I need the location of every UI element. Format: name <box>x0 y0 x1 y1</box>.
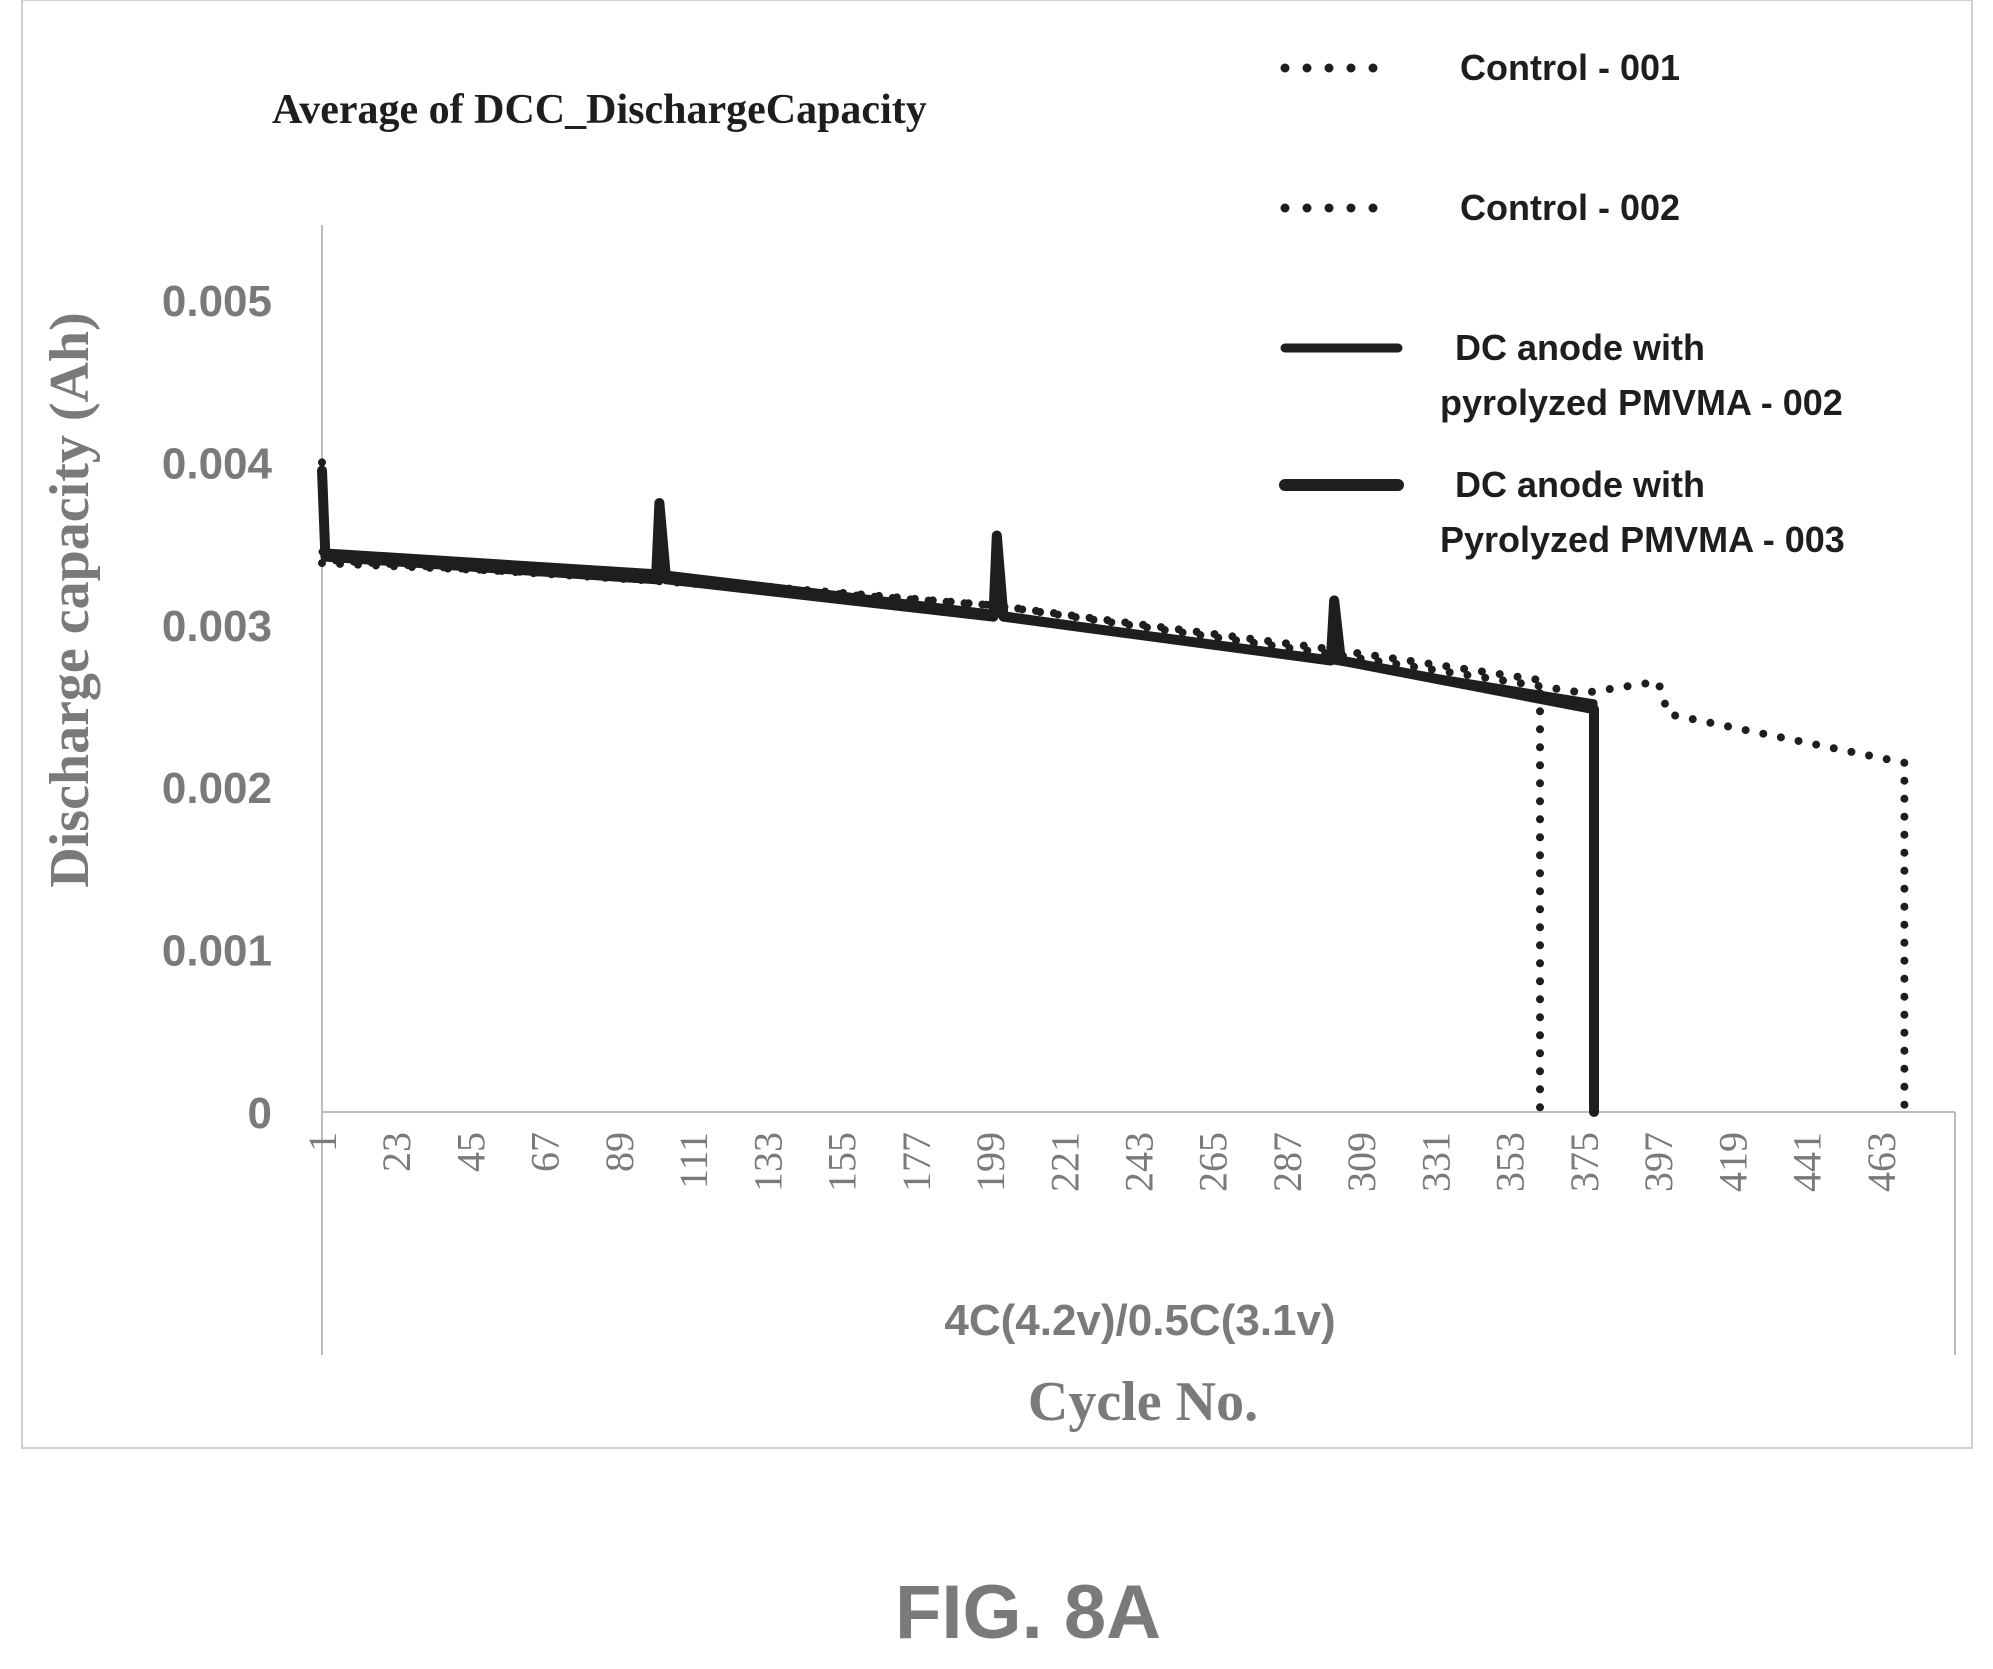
x-tick-label: 89 <box>597 1132 642 1172</box>
x-tick-label: 265 <box>1191 1132 1236 1192</box>
chart-frame <box>21 0 1973 1449</box>
y-axis-ticks: 0 0.001 0.002 0.003 0.004 0.005 <box>162 277 273 1138</box>
x-tick-label: 111 <box>671 1132 716 1189</box>
x-tick-label: 353 <box>1488 1132 1533 1192</box>
series-line-2 <box>318 559 1909 1116</box>
series-layer <box>317 458 1909 1117</box>
x-tick-label: 463 <box>1859 1132 1904 1192</box>
legend: Control - 001 Control - 002 DC anode wit… <box>1279 47 1845 560</box>
y-tick-label: 0 <box>248 1089 272 1138</box>
x-tick-label: 419 <box>1710 1132 1755 1192</box>
legend-label-control-001: Control - 001 <box>1460 47 1680 88</box>
legend-label-pmvma-003: DC anode with Pyrolyzed PMVMA - 003 <box>1440 464 1845 560</box>
x-tick-label: 177 <box>894 1132 939 1192</box>
chart-title: Average of DCC_DischargeCapacity <box>272 87 927 133</box>
series-line-3 <box>318 548 1598 1116</box>
series-line-4 <box>317 465 1599 1117</box>
legend-label-pmvma-002: DC anode with pyrolyzed PMVMA - 002 <box>1440 327 1843 423</box>
y-tick-label: 0.003 <box>162 602 272 651</box>
x-tick-label: 331 <box>1413 1132 1458 1192</box>
y-tick-label: 0.002 <box>162 764 272 813</box>
x-tick-label: 45 <box>448 1132 493 1172</box>
y-tick-label: 0.005 <box>162 277 272 326</box>
x-tick-label: 155 <box>820 1132 865 1192</box>
x-tick-label: 23 <box>374 1132 419 1172</box>
x-tick-label: 309 <box>1339 1132 1384 1192</box>
x-tick-label: 199 <box>968 1132 1013 1192</box>
x-axis-sublabel: 4C(4.2v)/0.5C(3.1v) <box>944 1296 1335 1345</box>
x-tick-label: 221 <box>1042 1132 1087 1192</box>
y-tick-label: 0.001 <box>162 927 272 976</box>
x-tick-label: 375 <box>1562 1132 1607 1192</box>
x-axis-label: Cycle No. <box>1028 1371 1258 1433</box>
x-tick-label: 287 <box>1265 1132 1310 1192</box>
legend-label-control-002: Control - 002 <box>1460 187 1680 228</box>
x-tick-label: 397 <box>1636 1132 1681 1192</box>
y-axis-label: Discharge capacity (Ah) <box>39 312 101 887</box>
x-tick-label: 67 <box>523 1132 568 1172</box>
y-tick-label: 0.004 <box>162 439 273 488</box>
x-tick-label: 1 <box>300 1132 345 1152</box>
x-axis-ticks: 1 23 45 67 89 111 133 155 177 199 221 243 265 287 309 3… <box>300 1132 1904 1192</box>
x-tick-label: 441 <box>1785 1132 1830 1192</box>
x-tick-label: 133 <box>745 1132 790 1192</box>
figure-label: FIG. 8A <box>895 1570 1161 1655</box>
x-tick-label: 243 <box>1117 1132 1162 1192</box>
